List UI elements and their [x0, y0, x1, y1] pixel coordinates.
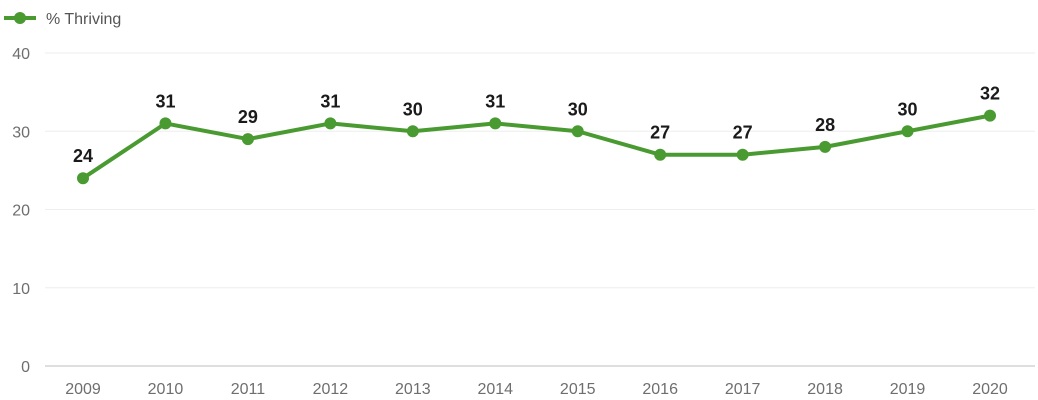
data-label: 31	[485, 91, 505, 111]
data-point	[984, 109, 996, 122]
x-tick-label: 2014	[477, 381, 513, 398]
x-tick-label: 2010	[148, 381, 184, 398]
data-point	[901, 125, 914, 138]
legend-label: % Thriving	[46, 11, 121, 28]
series-thriving	[77, 109, 996, 185]
data-label: 29	[238, 107, 258, 127]
data-point	[489, 117, 502, 130]
data-label: 24	[73, 146, 93, 166]
data-labels: 24 31 29 31 30 31 30 27 27 28 30 32	[73, 84, 1000, 167]
data-label: 30	[568, 99, 588, 119]
data-label: 30	[403, 99, 423, 119]
legend: % Thriving	[4, 11, 121, 28]
y-tick-label: 30	[12, 124, 30, 141]
y-tick-label: 40	[12, 46, 30, 63]
data-label: 31	[320, 91, 340, 111]
data-label: 27	[650, 123, 670, 143]
data-point	[736, 148, 749, 161]
x-tick-label: 2016	[642, 381, 678, 398]
data-point	[324, 117, 337, 130]
data-label: 28	[815, 115, 835, 135]
x-tick-label: 2018	[807, 381, 843, 398]
legend-swatch-marker	[14, 12, 26, 24]
gridlines	[45, 52, 1035, 367]
x-tick-label: 2009	[65, 381, 101, 398]
series-line	[81, 113, 992, 181]
data-label: 32	[980, 84, 1000, 104]
x-tick-label: 2015	[560, 381, 596, 398]
data-point	[77, 172, 89, 185]
y-axis: 0 10 20 30 40	[12, 46, 30, 376]
x-axis: 2009 2010 2011 2012 2013 2014 2015 2016 2017 2018…	[65, 381, 1008, 398]
data-label: 31	[155, 91, 175, 111]
x-tick-label: 2019	[890, 381, 926, 398]
x-tick-label: 2012	[313, 381, 349, 398]
y-tick-label: 20	[12, 203, 30, 220]
x-tick-label: 2011	[231, 381, 266, 398]
y-tick-label: 0	[21, 359, 30, 376]
data-label: 27	[733, 123, 753, 143]
x-tick-label: 2020	[972, 381, 1008, 398]
x-tick-label: 2013	[395, 381, 431, 398]
x-tick-label: 2017	[725, 381, 761, 398]
data-point	[406, 125, 419, 138]
y-tick-label: 10	[12, 281, 30, 298]
data-label: 30	[898, 99, 918, 119]
data-point	[654, 148, 667, 161]
data-point	[571, 125, 584, 138]
data-point	[819, 140, 832, 153]
data-point	[159, 117, 172, 130]
data-point	[241, 133, 254, 146]
